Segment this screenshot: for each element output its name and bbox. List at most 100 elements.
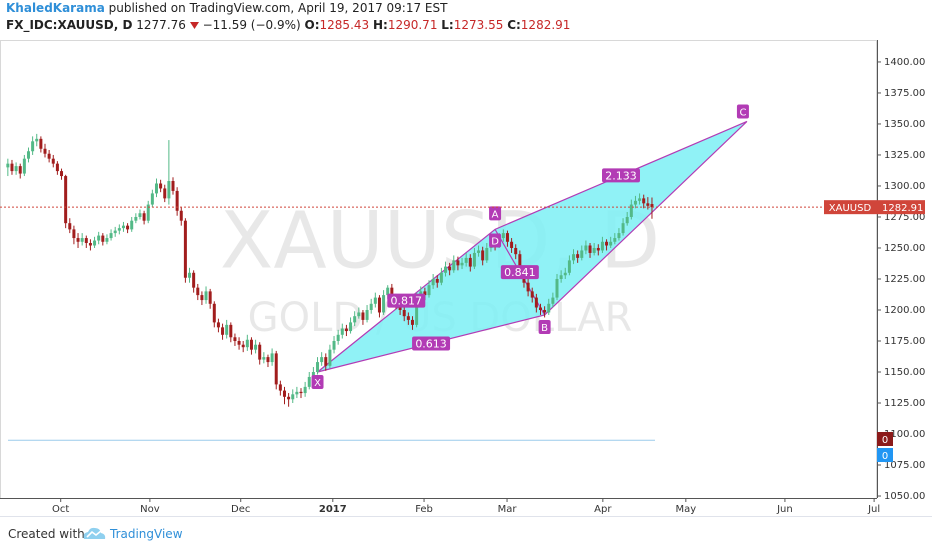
pattern-point-label: A [492,209,499,220]
candle-body [175,190,179,211]
candle-body [328,349,332,366]
y-tick-label: 1250.00 [884,243,925,254]
candle-body [460,262,464,266]
created-with: Created with [8,527,85,541]
candle-body [435,278,439,283]
o-label: O: [304,18,320,32]
candle-body [216,322,220,328]
x-tick-label: Jun [776,504,793,515]
candle-body [415,297,419,325]
y-tick-label: 1200.00 [884,305,925,316]
author[interactable]: KhaledKarama [6,1,105,15]
candle-body [621,223,625,234]
x-tick-label: Apr [594,504,612,515]
candle-body [596,247,600,251]
l-value: 1273.55 [453,18,504,32]
candle-body [625,216,629,224]
candle-body [35,138,39,142]
candle-body [307,376,311,387]
pattern-point-box [736,104,749,119]
y-tick-label: 1350.00 [884,119,925,130]
candle-body [600,241,604,251]
candle-body [245,339,249,348]
y-tick-label: 1375.00 [884,88,925,99]
candle-body [633,200,637,205]
x-tick-label: Nov [140,504,160,515]
candle-body [563,272,567,276]
candle-body [200,295,204,301]
y-tick-label: 1150.00 [884,367,925,378]
candle-body [316,362,320,372]
axis-marker-box [877,448,893,462]
candle-body [270,353,274,363]
candle-body [526,282,530,292]
candle-body [332,340,336,350]
axis-marker-label: 0 [882,435,888,446]
candle-body [320,357,324,363]
candle-body [592,247,596,253]
candle-body [584,245,588,251]
candle-body [382,295,386,313]
candle-body [444,266,448,273]
candle-body [287,396,291,400]
candle-body [567,260,571,273]
candle-body [138,213,142,217]
candle-body [427,285,431,296]
pattern-point-box [489,206,502,221]
x-tick-label: Dec [231,504,250,515]
pattern-point-box [489,233,502,248]
candle-body [324,357,328,366]
candle-body [80,238,84,242]
candle-body [159,183,163,189]
y-tick-label: 1325.00 [884,150,925,161]
candle-body [638,198,642,201]
candle-body [212,303,216,323]
candle-body [406,316,410,320]
candle-body [580,250,584,258]
candle-body [278,384,282,391]
ratio-label: 2.133 [605,169,637,182]
brand[interactable]: TradingView [110,527,183,541]
candle-body [629,204,633,217]
candle-body [505,233,509,242]
h-value: 1290.71 [387,18,438,32]
y-tick-label: 1050.00 [884,491,925,502]
candle-body [76,238,80,242]
published: published on TradingView.com, April 19, … [108,1,448,15]
candle-body [6,163,10,168]
candle-body [221,327,225,335]
candle-body [68,223,72,230]
candle-body [93,240,97,246]
candle-body [237,340,241,345]
candle-body [113,230,117,234]
publish-line: KhaledKarama published on TradingView.co… [6,0,926,17]
c-label: C: [507,18,521,32]
candle-body [204,291,208,301]
pattern-point-box [538,319,551,334]
candle-body [361,312,365,320]
candle-body [468,257,472,267]
candle-body [72,229,76,239]
candle-body [390,287,394,298]
h-label: H: [372,18,388,32]
candle-body [588,245,592,253]
pattern-point-label: X [314,378,321,389]
candle-body [311,371,315,377]
pattern-point-box [311,374,324,389]
candle-body [254,344,258,350]
last-price-label: 1282.91 [882,203,923,214]
candle-body [154,183,158,194]
candle-body [179,210,183,221]
candle-body [167,181,171,199]
candle-body [572,254,576,261]
logo [83,527,106,539]
candle-body [188,272,192,278]
candle-body [171,181,175,191]
l-label: L: [441,18,454,32]
candle-body [472,252,476,267]
candle-body [357,312,361,317]
candle-body [448,266,452,271]
candle-body [258,344,262,360]
